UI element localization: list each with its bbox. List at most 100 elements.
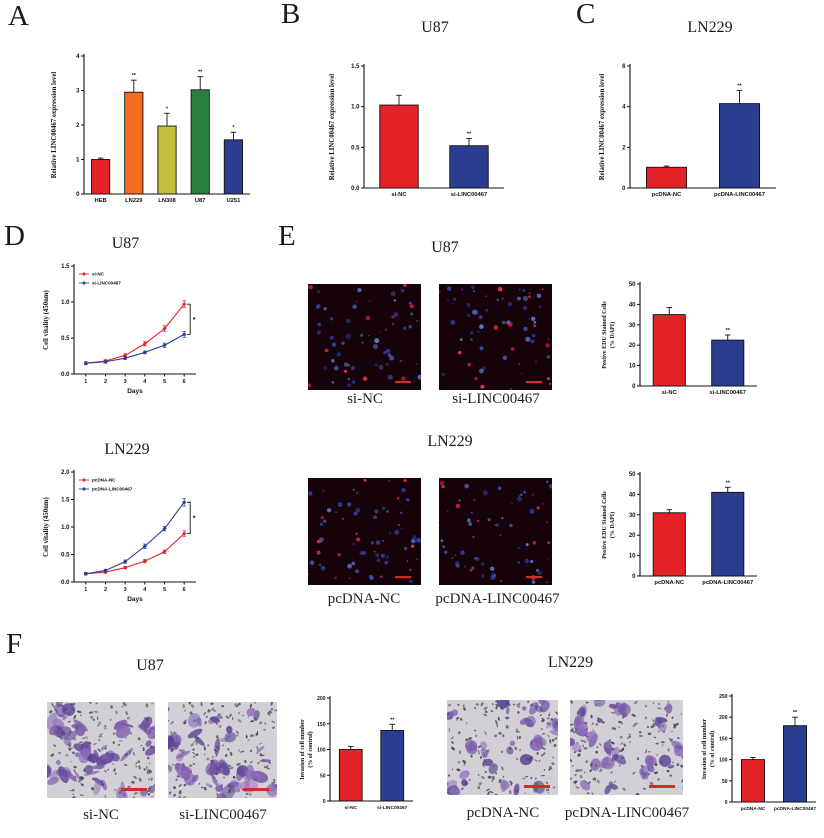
svg-text:40: 40 [629, 302, 636, 308]
svg-text:Postive EDU Stained Cells: Postive EDU Stained Cells [602, 491, 608, 559]
svg-text:0.0: 0.0 [61, 580, 70, 586]
svg-text:4: 4 [143, 379, 147, 385]
svg-text:4: 4 [622, 105, 626, 111]
svg-text:1.0: 1.0 [61, 300, 70, 306]
svg-text:50: 50 [722, 779, 728, 785]
svg-text:5: 5 [163, 379, 166, 385]
svg-text:0: 0 [632, 384, 636, 390]
svg-text:3: 3 [124, 379, 127, 385]
svg-text:0.0: 0.0 [351, 186, 360, 192]
svg-text:150: 150 [719, 736, 728, 742]
svg-text:pcDNA-LINC00467: pcDNA-LINC00467 [714, 192, 765, 198]
svg-text:U251: U251 [226, 198, 241, 204]
svg-text:20: 20 [629, 533, 636, 539]
svg-text:6: 6 [622, 64, 626, 70]
fluorescence-micrograph-u87-si-linc00467 [439, 284, 552, 390]
edu-u87-title: U87 [431, 239, 459, 256]
svg-text:Relative LINC00467 expression: Relative LINC00467 expression level [599, 74, 606, 181]
svg-text:**: ** [793, 710, 798, 716]
svg-text:0.5: 0.5 [61, 553, 70, 559]
svg-text:0.5: 0.5 [351, 145, 360, 151]
svg-text:200: 200 [719, 715, 728, 721]
micrograph-label: pcDNA-LINC00467 [564, 805, 690, 821]
svg-text:**: ** [390, 717, 395, 723]
svg-text:20: 20 [629, 343, 636, 349]
svg-text:1: 1 [84, 379, 87, 385]
svg-text:*: * [166, 106, 169, 112]
micrograph-label: pcDNA-NC [327, 591, 401, 607]
svg-text:0.5: 0.5 [61, 336, 70, 342]
micrograph-label: si-NC [347, 391, 383, 407]
bar-chart-edu-ln229: 0 10 20 30 40 50 Postive EDU Stained Cells (% D… [600, 466, 805, 596]
svg-text:LN229: LN229 [125, 198, 143, 204]
svg-text:Cell vitality (450nm): Cell vitality (450nm) [43, 290, 50, 350]
svg-text:1.0: 1.0 [61, 525, 70, 531]
svg-text:*: * [193, 515, 196, 522]
svg-text:4: 4 [143, 587, 147, 593]
svg-text:**: ** [726, 480, 731, 486]
micrograph-label: si-LINC00467 [179, 807, 267, 823]
transwell-micrograph-u87-si-linc00467 [168, 702, 277, 798]
svg-text:**: ** [737, 83, 742, 89]
svg-text:50: 50 [320, 773, 326, 779]
svg-text:**: ** [132, 73, 137, 79]
micrograph-label: pcDNA-LINC00467 [435, 591, 560, 607]
panel-letter-c: C [576, 0, 596, 30]
svg-text:si-LINC00467: si-LINC00467 [710, 390, 746, 396]
svg-text:pcDNA-NC: pcDNA-NC [741, 806, 766, 812]
fluorescence-micrograph-ln229-pcdna-nc [308, 478, 421, 585]
svg-text:(% DAPI): (% DAPI) [609, 322, 616, 348]
svg-text:1.0: 1.0 [351, 105, 360, 111]
chart-d1-title: U87 [111, 235, 140, 252]
svg-text:200: 200 [317, 696, 326, 702]
svg-text:30: 30 [629, 513, 636, 519]
svg-text:si-NC: si-NC [92, 272, 105, 277]
line-chart-u87-viability: 0.0 0.5 1.0 1.5 Cell vitality (450nm) 1 2 3 4 5 6 D… [42, 260, 218, 400]
svg-text:Relative LINC00467 expression: Relative LINC00467 expression level [51, 72, 58, 179]
svg-text:50: 50 [629, 472, 636, 478]
svg-text:pcDNA-NC: pcDNA-NC [652, 192, 682, 198]
svg-text:2: 2 [104, 587, 107, 593]
transwell-micrograph-ln229-pcdna-linc00467 [570, 700, 683, 795]
svg-text:si-NC: si-NC [391, 192, 407, 198]
panel-letter-e: E [278, 220, 296, 252]
svg-text:1: 1 [84, 587, 87, 593]
chart-d2-title: LN229 [104, 441, 150, 458]
svg-text:0: 0 [622, 186, 626, 192]
svg-text:6: 6 [183, 379, 186, 385]
svg-text:1.5: 1.5 [61, 264, 70, 270]
invasion-u87-title: U87 [136, 657, 164, 674]
svg-text:100: 100 [317, 748, 326, 754]
svg-text:150: 150 [317, 722, 326, 728]
svg-text:(% of control): (% of control) [709, 731, 716, 767]
fluorescence-micrograph-ln229-pcdna-linc00467 [439, 478, 552, 585]
svg-text:4: 4 [76, 54, 80, 60]
svg-text:**: ** [467, 131, 472, 137]
invasion-ln229-title: LN229 [547, 654, 594, 671]
panel-letter-a: A [8, 0, 29, 32]
svg-text:5: 5 [163, 587, 166, 593]
svg-text:*: * [193, 317, 196, 324]
svg-text:pcDNA-LINC00467: pcDNA-LINC00467 [774, 806, 816, 812]
svg-text:si-NC: si-NC [344, 805, 357, 811]
svg-text:0: 0 [76, 192, 80, 198]
svg-text:2: 2 [76, 123, 80, 129]
svg-text:LN308: LN308 [158, 198, 176, 204]
line-chart-ln229-viability: 0.0 0.5 1.0 1.5 2.0 Cell vitality (450nm) 1 2 3 4… [42, 466, 218, 608]
svg-text:100: 100 [719, 758, 728, 764]
svg-text:6: 6 [183, 587, 186, 593]
svg-text:pcDNA-NC: pcDNA-NC [654, 580, 684, 586]
svg-text:si-NC: si-NC [662, 390, 678, 396]
svg-text:Relative LINC00467 expression: Relative LINC00467 expression level [329, 74, 336, 181]
bar-chart-edu-u87: 0 10 20 30 40 50 Postive EDU Stained Cells (% D… [600, 276, 805, 406]
transwell-micrograph-u87-si-nc [47, 702, 155, 798]
svg-text:si-LINC00467: si-LINC00467 [377, 805, 407, 811]
svg-text:pcDNA-LINC00467: pcDNA-LINC00467 [92, 487, 133, 492]
svg-text:10: 10 [629, 364, 636, 370]
svg-text:2: 2 [104, 379, 107, 385]
micrograph-label: si-NC [83, 807, 119, 823]
svg-text:3: 3 [124, 587, 127, 593]
svg-text:0: 0 [323, 799, 326, 805]
bar-chart-invasion-u87: 0 50 100 150 200 Invasion of cell number (% of… [298, 690, 423, 825]
